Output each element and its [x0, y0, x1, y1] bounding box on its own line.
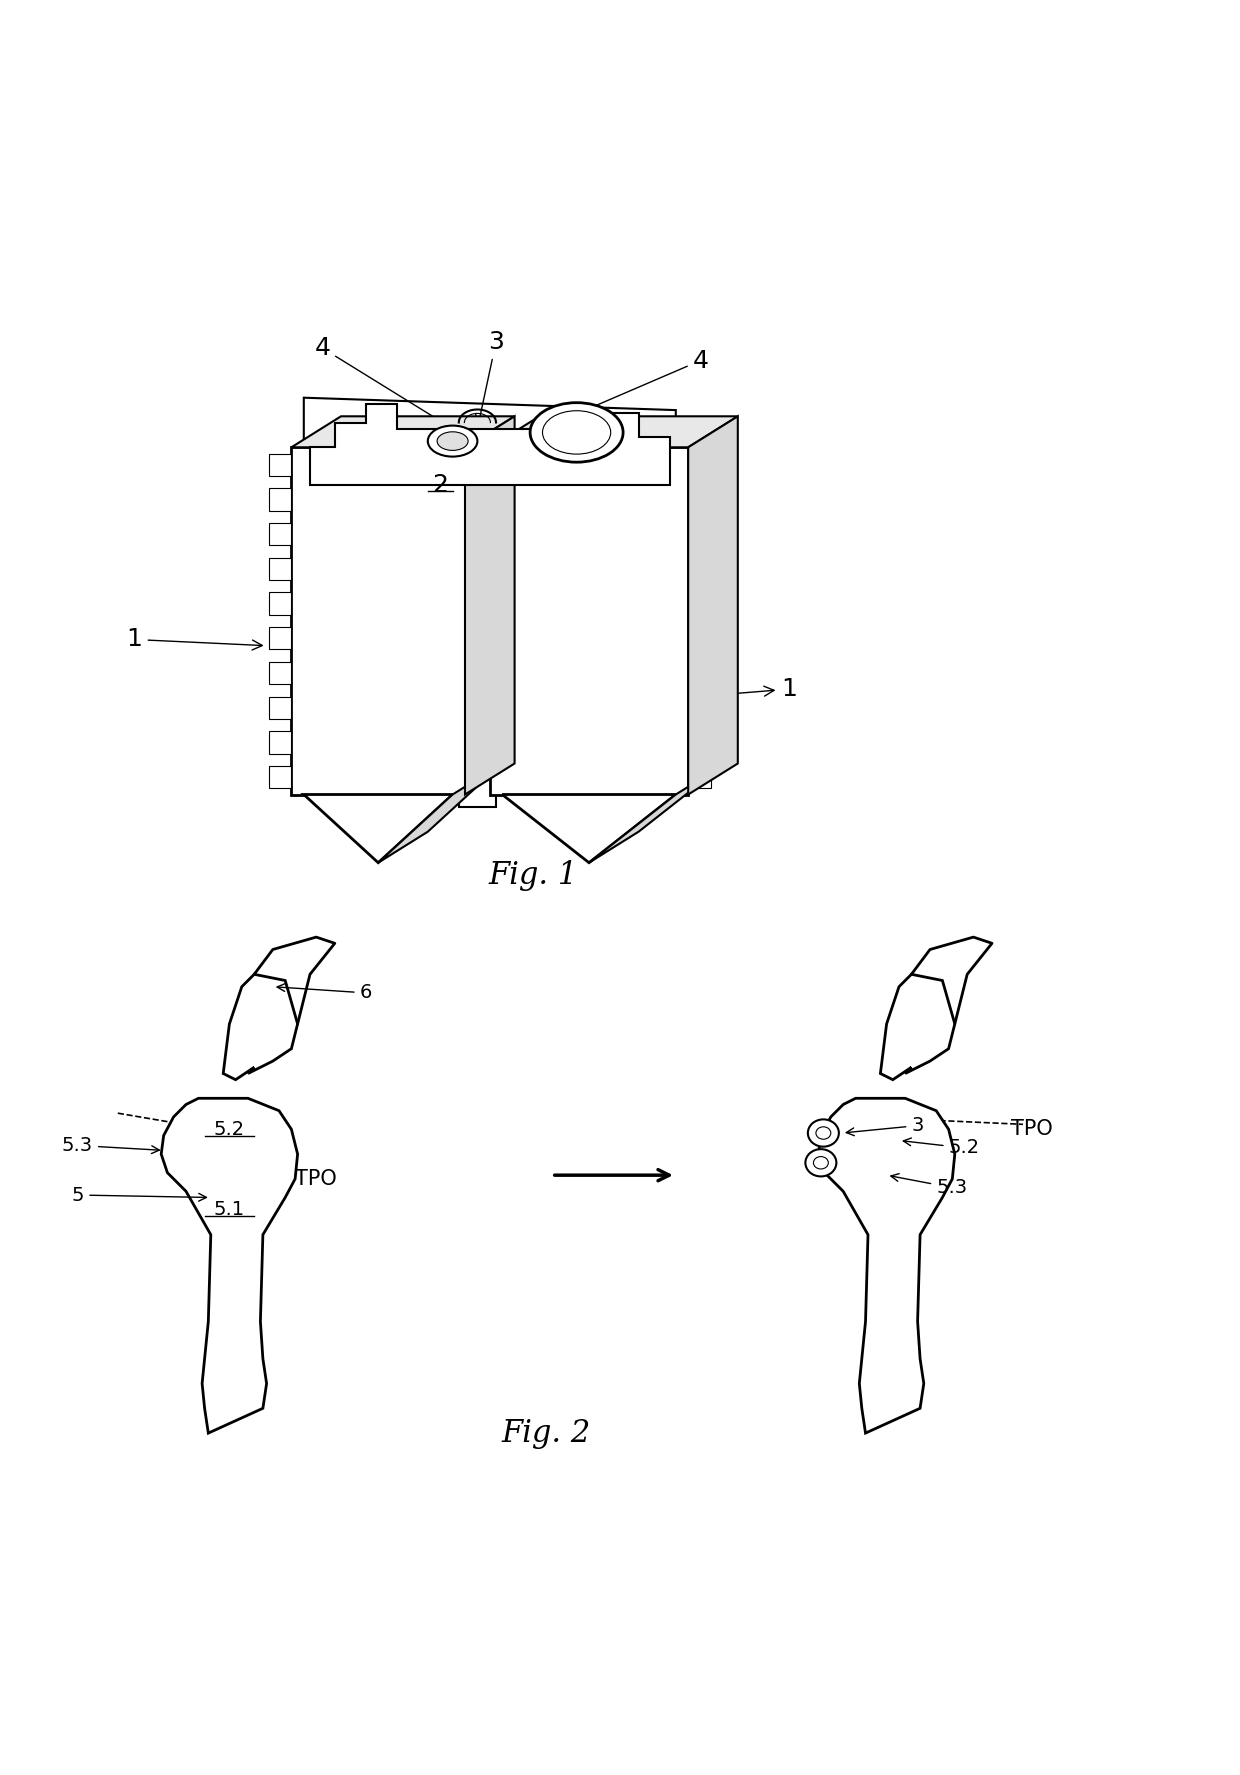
Text: 4: 4: [580, 348, 708, 414]
Text: 5.1: 5.1: [213, 1200, 246, 1219]
Text: Fig. 2: Fig. 2: [501, 1418, 590, 1448]
Polygon shape: [490, 447, 688, 795]
Ellipse shape: [543, 410, 611, 454]
Polygon shape: [688, 557, 711, 580]
Polygon shape: [269, 696, 291, 719]
Polygon shape: [688, 417, 738, 795]
Text: 5.2: 5.2: [213, 1120, 246, 1140]
Polygon shape: [490, 417, 738, 447]
Polygon shape: [688, 662, 711, 683]
Text: 4: 4: [315, 335, 455, 430]
Text: 5.3: 5.3: [890, 1173, 967, 1196]
Polygon shape: [880, 974, 955, 1079]
Polygon shape: [269, 557, 291, 580]
Polygon shape: [465, 417, 515, 795]
Polygon shape: [688, 524, 711, 545]
Polygon shape: [688, 593, 711, 614]
Text: 3: 3: [475, 330, 503, 424]
Polygon shape: [291, 417, 515, 447]
Polygon shape: [688, 453, 711, 476]
Polygon shape: [304, 398, 676, 447]
Polygon shape: [688, 731, 711, 754]
Text: 5: 5: [72, 1186, 207, 1205]
Ellipse shape: [531, 403, 624, 462]
Ellipse shape: [436, 431, 467, 451]
Text: 2: 2: [433, 472, 448, 497]
Polygon shape: [818, 1099, 955, 1432]
Polygon shape: [291, 447, 465, 795]
Polygon shape: [688, 696, 711, 719]
Polygon shape: [589, 763, 725, 863]
Polygon shape: [269, 767, 291, 788]
Polygon shape: [269, 453, 291, 476]
Polygon shape: [688, 488, 711, 511]
Polygon shape: [269, 524, 291, 545]
Text: 5.2: 5.2: [903, 1138, 980, 1157]
Polygon shape: [688, 767, 711, 788]
Text: TPO: TPO: [1011, 1120, 1053, 1140]
Polygon shape: [161, 1099, 298, 1432]
Text: 1: 1: [715, 676, 797, 701]
Polygon shape: [269, 593, 291, 614]
Polygon shape: [269, 488, 291, 511]
Text: Fig. 1: Fig. 1: [489, 859, 578, 891]
Ellipse shape: [428, 426, 477, 456]
Ellipse shape: [813, 1157, 828, 1170]
Text: 1: 1: [126, 628, 263, 651]
Text: TPO: TPO: [295, 1170, 337, 1189]
Ellipse shape: [805, 1148, 836, 1177]
Polygon shape: [223, 974, 298, 1079]
Polygon shape: [688, 627, 711, 650]
Text: 6: 6: [277, 983, 372, 1003]
Polygon shape: [269, 662, 291, 683]
Text: 5.3: 5.3: [62, 1136, 160, 1156]
Polygon shape: [502, 795, 676, 863]
Polygon shape: [269, 627, 291, 650]
Polygon shape: [459, 422, 496, 808]
Ellipse shape: [808, 1120, 838, 1147]
Ellipse shape: [816, 1127, 831, 1140]
Polygon shape: [310, 405, 670, 485]
Polygon shape: [378, 763, 502, 863]
Polygon shape: [269, 731, 291, 754]
Text: 3: 3: [846, 1116, 924, 1136]
Polygon shape: [304, 795, 453, 863]
